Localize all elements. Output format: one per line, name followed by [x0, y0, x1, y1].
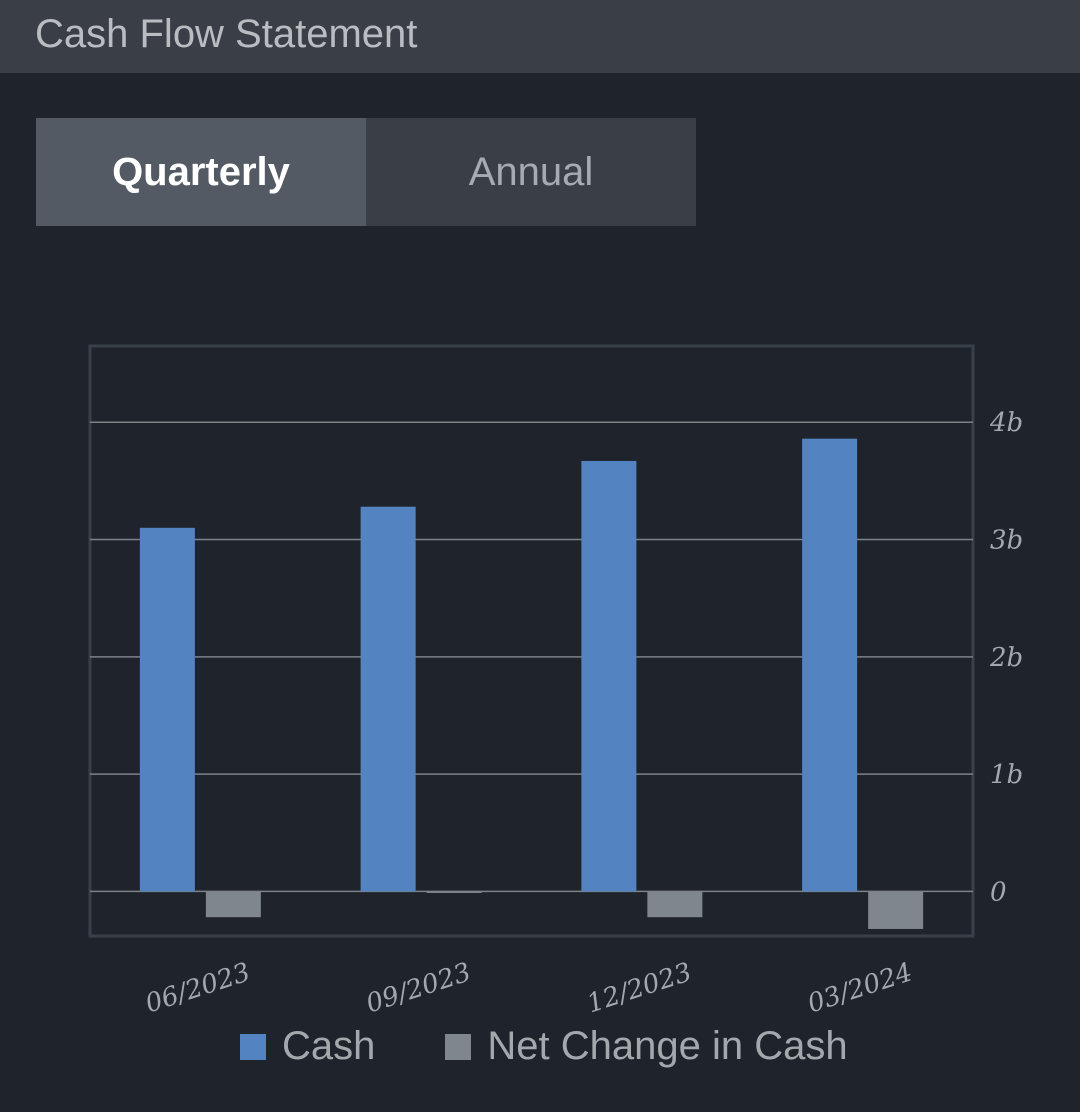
y-tick-label-1: 1b — [990, 760, 1023, 790]
chart-legend: Cash Net Change in Cash — [240, 1024, 918, 1069]
bar-cash-2 — [581, 460, 637, 892]
bar-cash-0 — [139, 527, 195, 892]
header-bar: Cash Flow Statement — [0, 0, 1080, 73]
legend-item-cash: Cash — [240, 1024, 375, 1069]
y-tick-label-4: 4b — [989, 408, 1023, 438]
x-tick-label-3: 03/2024 — [804, 957, 916, 1019]
legend-swatch-cash — [240, 1033, 266, 1060]
legend-item-net-change: Net Change in Cash — [445, 1024, 848, 1069]
legend-label-net-change: Net Change in Cash — [487, 1024, 848, 1068]
bar-net-change-2 — [647, 891, 703, 918]
y-tick-label-3: 3b — [990, 526, 1023, 556]
tab-quarterly[interactable]: Quarterly — [36, 118, 366, 226]
legend-label-cash: Cash — [282, 1024, 376, 1068]
bar-cash-3 — [802, 438, 858, 892]
bar-cash-1 — [360, 506, 416, 892]
legend-swatch-net-change — [445, 1033, 472, 1060]
period-tabs: Quarterly Annual — [36, 118, 696, 226]
x-tick-label-0: 06/2023 — [142, 957, 254, 1019]
y-tick-label-2: 2b — [989, 643, 1023, 673]
bar-net-change-0 — [205, 891, 261, 918]
plot-frame — [88, 344, 975, 938]
x-tick-label-2: 12/2023 — [583, 957, 695, 1019]
y-tick-label-0: 0 — [990, 877, 1007, 907]
bar-net-change-1 — [426, 891, 482, 893]
bar-net-change-3 — [868, 891, 924, 929]
tab-annual[interactable]: Annual — [366, 118, 696, 226]
page-title: Cash Flow Statement — [35, 12, 418, 56]
x-tick-label-1: 09/2023 — [363, 957, 475, 1019]
